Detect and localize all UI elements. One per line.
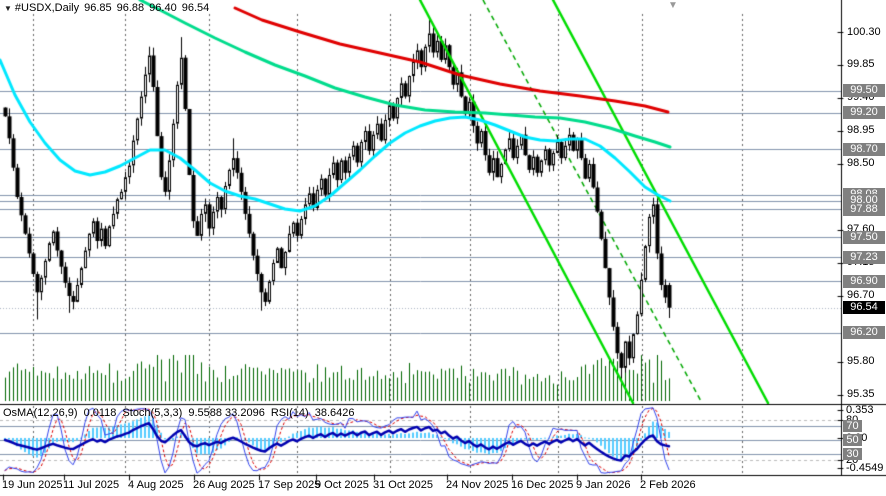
symbol-period-label: #USDX,Daily: [14, 2, 80, 14]
date-label: 2 Feb 2026: [640, 479, 696, 491]
indicator-level-box: 70: [843, 420, 862, 432]
rsi-label: RSI(14): [270, 407, 309, 419]
date-label: 17 Sep 2025: [258, 479, 321, 491]
price-tick-label: 95.80: [847, 355, 875, 367]
indicator-level-box: 50: [843, 434, 862, 446]
date-label: 11 Jul 2025: [63, 479, 120, 491]
price-tick-label: 96.70: [847, 289, 875, 301]
price-tick-label: 95.35: [847, 388, 875, 400]
price-tick-label: 99.85: [847, 58, 875, 70]
price-level-box: 96.20: [843, 326, 885, 339]
price-level-box: 99.20: [843, 106, 885, 119]
date-label: 19 Jun 2025: [2, 479, 63, 491]
stoch-values: 9.5588 33.2096: [188, 407, 265, 419]
ohlc-open: 96.85: [84, 2, 112, 14]
price-level-box: 97.23: [843, 251, 885, 264]
collapse-triangle-icon[interactable]: ▼: [4, 4, 12, 13]
date-label: 24 Nov 2025: [446, 479, 509, 491]
date-label: 16 Dec 2025: [511, 479, 574, 491]
price-level-box: 97.88: [843, 203, 885, 216]
price-tick-label: 100.30: [847, 26, 881, 38]
indicator-tick-label: -0.4549: [846, 462, 884, 474]
current-price-box: 96.54: [843, 301, 885, 314]
ohlc-low: 96.40: [149, 2, 177, 14]
osma-label: OsMA(12,26,9): [3, 407, 78, 419]
price-level-box: 97.50: [843, 231, 885, 244]
ohlc-high: 96.88: [116, 2, 145, 14]
price-level-box: 99.50: [843, 84, 885, 97]
price-tick-label: 98.50: [847, 157, 875, 169]
indicator-tick-label: 0.353: [846, 404, 874, 416]
chart-title: ▼ #USDX,Daily 96.85 96.88 96.40 96.54: [4, 2, 214, 14]
osma-value: 0.0118: [83, 407, 117, 419]
date-label: 31 Oct 2025: [373, 479, 433, 491]
stoch-label: Stoch(5,3,3): [122, 407, 183, 419]
date-label: 9 Oct 2025: [315, 479, 369, 491]
indicator-label-row: OsMA(12,26,9) 0.0118 Stoch(5,3,3) 9.5588 33…: [3, 407, 360, 419]
scroll-to-end-icon[interactable]: ▼: [668, 0, 678, 11]
price-level-box: 98.70: [843, 143, 885, 156]
indicator-level-box: 30: [843, 448, 862, 460]
date-label: 9 Jan 2026: [576, 479, 631, 491]
rsi-value: 38.6426: [314, 407, 355, 419]
date-label: 26 Aug 2025: [193, 479, 255, 491]
date-label: 4 Aug 2025: [128, 479, 184, 491]
price-level-box: 96.90: [843, 275, 885, 288]
ohlc-close: 96.54: [181, 2, 210, 14]
price-tick-label: 98.95: [847, 124, 875, 136]
